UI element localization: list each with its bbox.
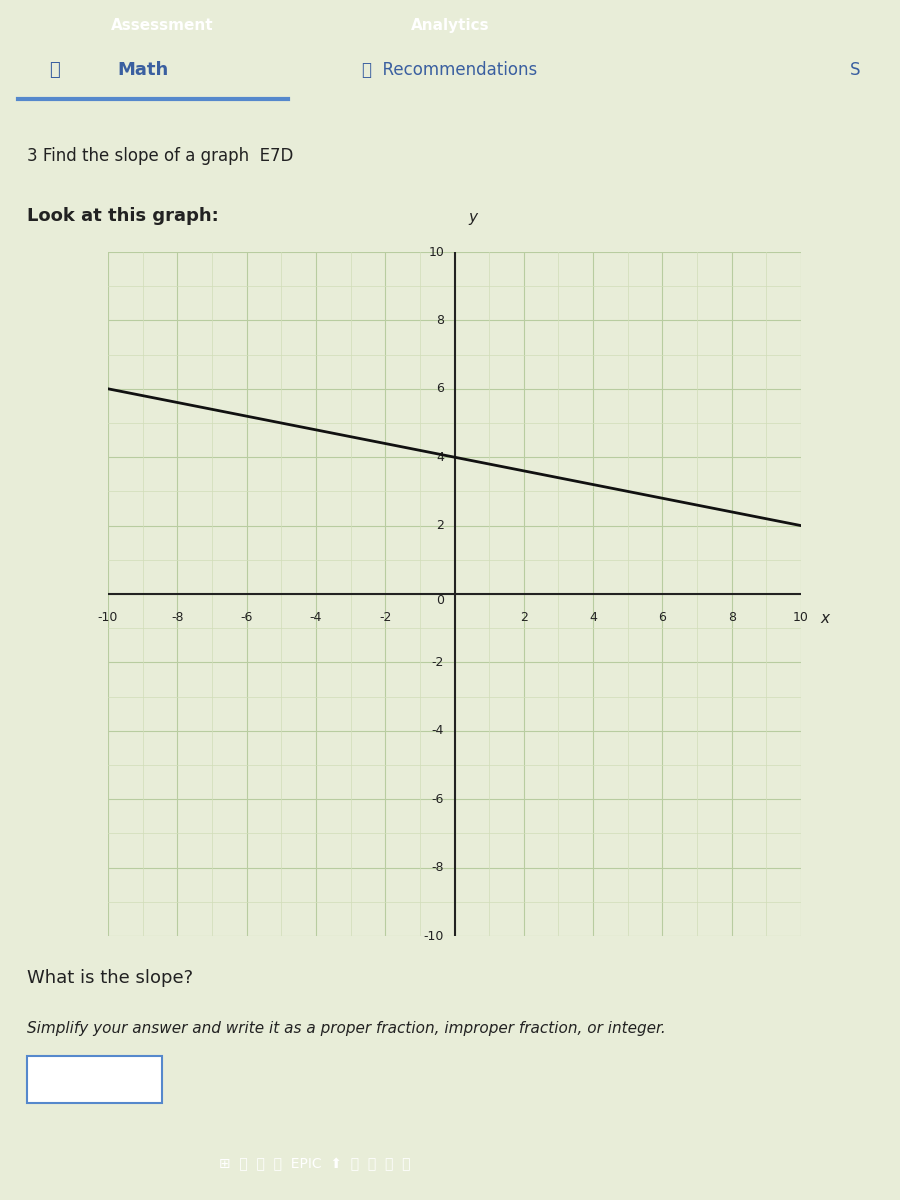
Text: 🖥  Recommendations: 🖥 Recommendations xyxy=(363,61,537,79)
Text: 8: 8 xyxy=(728,611,735,624)
Text: -8: -8 xyxy=(432,862,444,874)
Text: y: y xyxy=(468,210,477,224)
Text: 2: 2 xyxy=(436,520,444,532)
Text: -4: -4 xyxy=(310,611,322,624)
Text: ⊞  🔍  🗒  🎥  EPIC  ⬆  📁  🌐  📦  🔴: ⊞ 🔍 🗒 🎥 EPIC ⬆ 📁 🌐 📦 🔴 xyxy=(220,1157,410,1171)
Text: -2: -2 xyxy=(379,611,392,624)
Text: Simplify your answer and write it as a proper fraction, improper fraction, or in: Simplify your answer and write it as a p… xyxy=(27,1021,666,1036)
Text: 0: 0 xyxy=(436,594,444,607)
Text: -10: -10 xyxy=(424,930,444,942)
Text: What is the slope?: What is the slope? xyxy=(27,970,194,988)
Text: 6: 6 xyxy=(659,611,666,624)
Text: 10: 10 xyxy=(793,611,809,624)
Text: -4: -4 xyxy=(432,725,444,737)
Text: Analytics: Analytics xyxy=(410,18,490,32)
Text: 10: 10 xyxy=(428,246,444,258)
Text: -6: -6 xyxy=(240,611,253,624)
Text: -6: -6 xyxy=(432,793,444,805)
Text: Math: Math xyxy=(117,61,168,79)
Text: S: S xyxy=(850,61,860,79)
Text: 8: 8 xyxy=(436,314,444,326)
Text: 3 Find the slope of a graph  E7D: 3 Find the slope of a graph E7D xyxy=(27,146,293,164)
Text: 4: 4 xyxy=(590,611,597,624)
Text: 2: 2 xyxy=(520,611,527,624)
Text: 4: 4 xyxy=(436,451,444,463)
Text: x: x xyxy=(821,611,830,626)
Text: -10: -10 xyxy=(98,611,118,624)
Text: Assessment: Assessment xyxy=(111,18,213,32)
Text: -8: -8 xyxy=(171,611,184,624)
Text: -2: -2 xyxy=(432,656,444,668)
Text: 6: 6 xyxy=(436,383,444,395)
Text: ⛵: ⛵ xyxy=(49,61,59,79)
Text: Look at this graph:: Look at this graph: xyxy=(27,206,219,226)
FancyBboxPatch shape xyxy=(27,1056,162,1103)
